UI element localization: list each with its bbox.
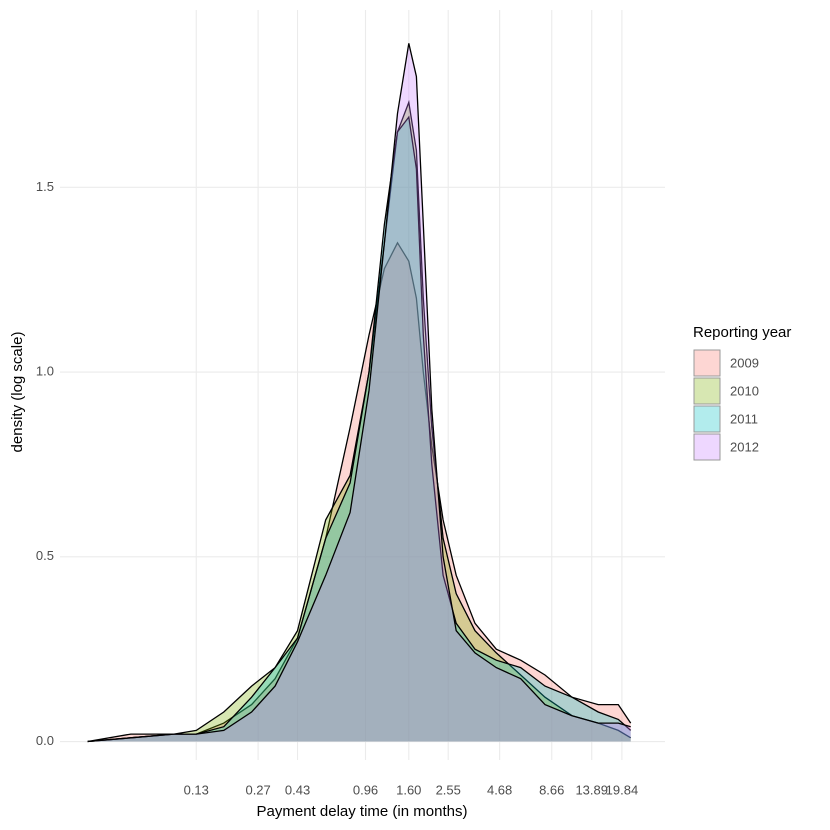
legend-label: 2009 <box>730 355 759 370</box>
density-area <box>87 43 631 742</box>
y-tick-label: 0.0 <box>36 733 54 748</box>
legend-swatch <box>693 405 721 433</box>
y-axis-title: density (log scale) <box>9 332 26 453</box>
legend-title: Reporting year <box>693 324 791 341</box>
density-area <box>87 102 631 742</box>
legend-label: 2011 <box>730 411 758 426</box>
density-area <box>87 242 631 742</box>
x-tick-label: 4.68 <box>487 782 512 797</box>
legend-swatch <box>693 349 721 377</box>
x-tick-label: 19.84 <box>606 782 639 797</box>
x-tick-label: 0.27 <box>245 782 270 797</box>
legend-swatch <box>693 377 721 405</box>
density-line <box>87 43 631 743</box>
x-axis-title: Payment delay time (in months) <box>257 803 468 820</box>
x-tick-label: 8.66 <box>539 782 564 797</box>
density-area <box>87 117 631 742</box>
density-line <box>87 115 632 743</box>
y-tick-label: 1.0 <box>36 364 54 379</box>
density-line <box>87 99 632 743</box>
y-tick-label: 1.5 <box>36 179 54 194</box>
x-tick-label: 0.43 <box>285 782 310 797</box>
legend-label: 2012 <box>730 439 759 454</box>
legend-label: 2010 <box>730 383 759 398</box>
y-tick-label: 0.5 <box>36 548 54 563</box>
x-tick-label: 13.89 <box>575 782 608 797</box>
x-tick-label: 2.55 <box>436 782 461 797</box>
x-tick-label: 0.13 <box>184 782 209 797</box>
legend-swatch <box>693 433 721 461</box>
x-tick-label: 1.60 <box>396 782 421 797</box>
x-tick-label: 0.96 <box>353 782 378 797</box>
